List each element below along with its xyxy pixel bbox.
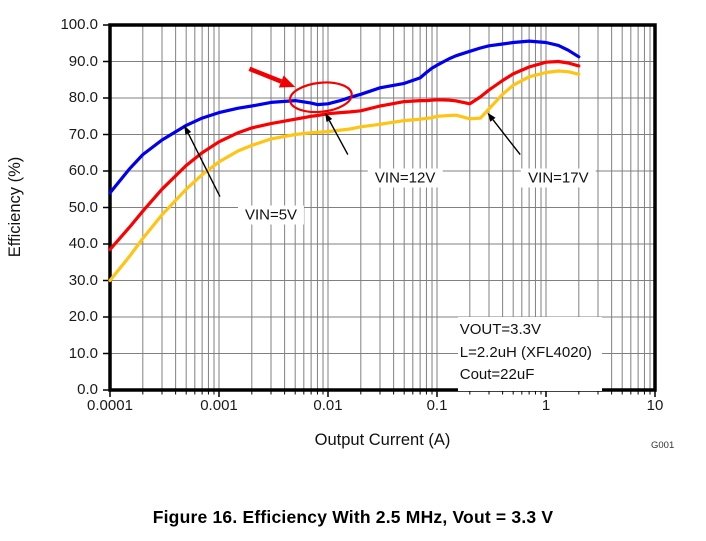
series-label-vin17: VIN=17V: [521, 168, 596, 188]
test-conditions: VOUT=3.3V L=2.2uH (XFL4020) Cout=22uF: [457, 317, 602, 391]
y-tick-label: 10.0: [68, 344, 98, 362]
y-tick-label: 30.0: [68, 271, 98, 289]
graph-id-watermark: G001: [651, 440, 675, 451]
callout-arrow-line: [187, 133, 221, 197]
y-tick-label: 80.0: [68, 89, 98, 106]
highlight-arrow-line: [248, 66, 283, 84]
figure-caption: Figure 16. Efficiency With 2.5 MHz, Vout…: [152, 507, 554, 527]
y-tick-label: 70.0: [68, 125, 98, 143]
series-label-vin12: VIN=12V: [367, 168, 443, 188]
x-tick-label: 0.01: [313, 397, 343, 414]
test-condition-line: VOUT=3.3V: [459, 321, 542, 338]
callout-arrowhead: [487, 112, 496, 122]
y-tick-label: 50.0: [68, 198, 98, 216]
callout-arrowhead: [184, 125, 192, 135]
curve-vin-5v: [108, 39, 581, 195]
y-tick-label: 60.0: [68, 162, 98, 179]
y-tick-label: 90.0: [68, 52, 98, 70]
x-tick-label: 0.0001: [87, 397, 133, 414]
x-axis-title: Output Current (A): [314, 431, 451, 449]
efficiency-plot: [103, 23, 657, 397]
callout-arrowhead: [325, 112, 333, 123]
y-tick-label: 100.0: [60, 16, 98, 33]
series-label-vin5: VIN=5V: [237, 205, 305, 225]
plot-border: [108, 23, 657, 392]
highlight-arrowhead: [278, 75, 296, 88]
test-condition-line: L=2.2uH (XFL4020): [459, 343, 592, 361]
y-tick-label: 0.0: [77, 381, 98, 398]
test-condition-line: Cout=22uF: [459, 366, 535, 383]
y-tick-label: 20.0: [68, 308, 98, 325]
callout-arrow-line: [492, 119, 521, 156]
y-axis-title: Efficiency (%): [6, 156, 24, 258]
y-tick-label: 40.0: [68, 235, 98, 252]
callout-arrow-line: [328, 120, 349, 155]
x-tick-label: 10: [646, 397, 664, 414]
x-tick-label: 0.001: [200, 397, 238, 414]
x-tick-label: 0.1: [426, 397, 448, 414]
curve-vin-17v: [108, 69, 581, 283]
curve-vin-12v: [108, 59, 581, 252]
highlight-ellipse: [288, 81, 353, 114]
x-tick-label: 1: [541, 397, 551, 414]
